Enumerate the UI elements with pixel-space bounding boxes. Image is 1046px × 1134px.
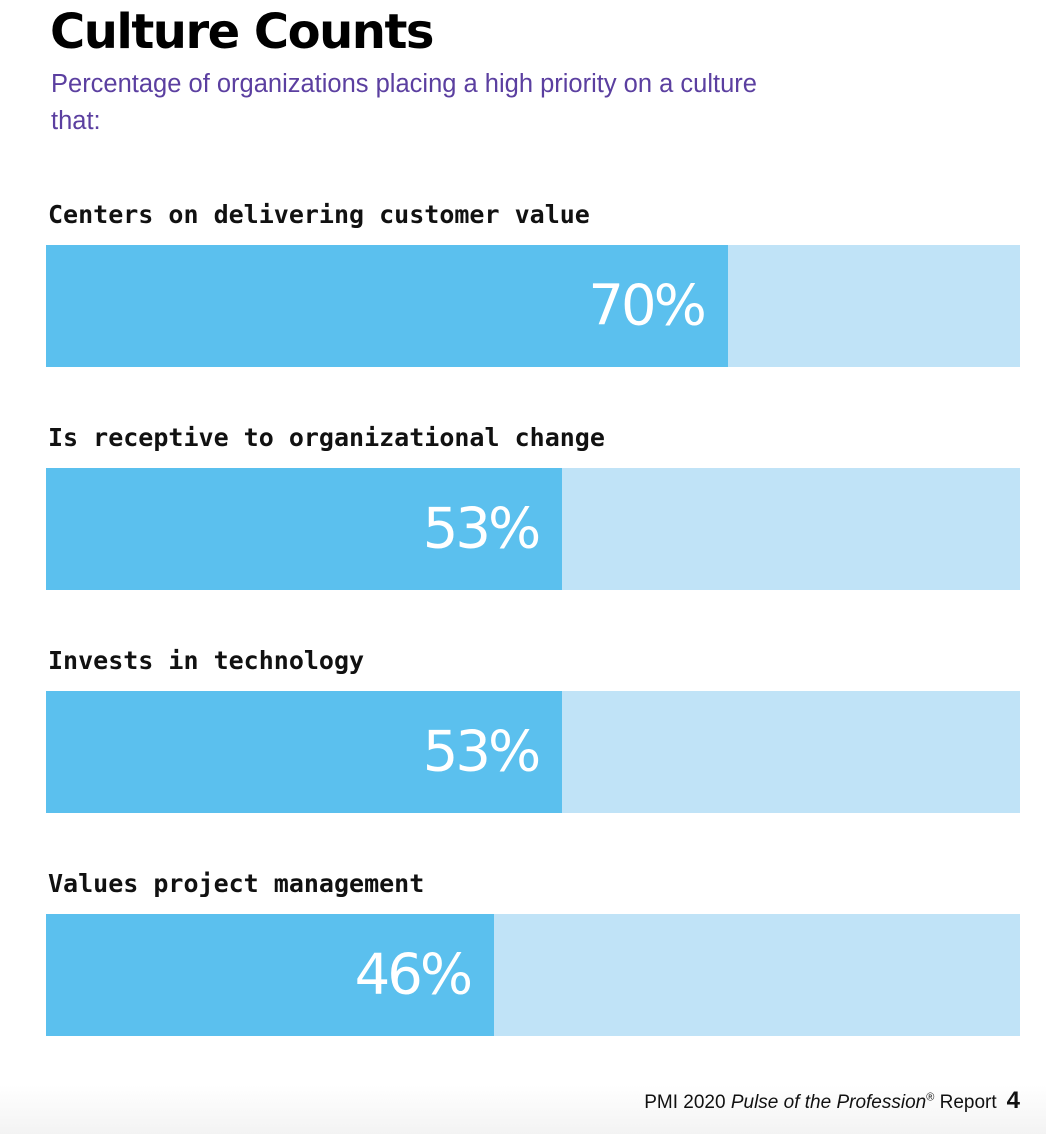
bar-track: 53%: [46, 468, 1020, 590]
bar-track: 70%: [46, 245, 1020, 367]
chart-row: Is receptive to organizational change 53%: [46, 419, 1020, 642]
footer-prefix: PMI 2020: [644, 1092, 731, 1113]
chart-title: Culture Counts: [50, 4, 434, 60]
bar-value-label: 46%: [354, 942, 473, 1008]
bar: 53%: [46, 691, 563, 813]
chart-subtitle: Percentage of organizations placing a hi…: [51, 70, 757, 135]
bar-value-label: 53%: [422, 719, 541, 785]
chart-row: Invests in technology 53%: [46, 642, 1020, 865]
bar: 53%: [46, 468, 563, 590]
chart-row: Values project management 46%: [46, 865, 1020, 1088]
page-number: 4: [1006, 1087, 1020, 1114]
page-footer: PMI 2020 Pulse of the Profession® Report…: [644, 1087, 1020, 1115]
bar-track: 46%: [46, 914, 1020, 1036]
footer-suffix: Report: [934, 1092, 997, 1113]
footer-registered-mark: ®: [926, 1091, 935, 1104]
bar-value-label: 70%: [588, 273, 706, 339]
chart-row: Centers on delivering customer value 70%: [46, 196, 1020, 419]
bar: 46%: [46, 914, 495, 1036]
category-label: Centers on delivering customer value: [48, 200, 590, 229]
footer-report-name: Pulse of the Profession: [730, 1092, 927, 1113]
category-label: Values project management: [48, 869, 425, 898]
category-label: Is receptive to organizational change: [48, 423, 605, 452]
bar-chart: Centers on delivering customer value 70% I…: [46, 196, 1020, 1088]
category-label: Invests in technology: [48, 646, 365, 675]
bar: 70%: [46, 245, 728, 367]
bar-value-label: 53%: [422, 496, 541, 562]
bar-track: 53%: [46, 691, 1020, 813]
